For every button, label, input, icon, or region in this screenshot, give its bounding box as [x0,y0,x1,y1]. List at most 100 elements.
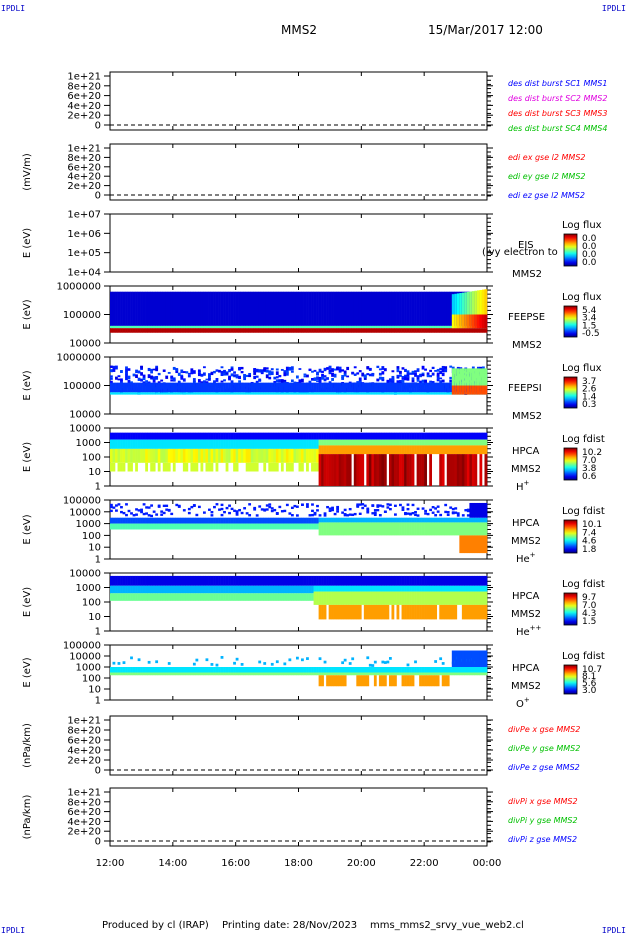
spectrogram-cell [180,667,184,673]
spectrogram-cell [220,439,224,449]
spectrogram-cell [197,382,201,393]
spectrogram-cell [368,454,372,486]
spectrogram-cell [353,291,357,326]
spectrogram-cell [165,523,169,530]
spectrogram-cell [213,370,216,374]
spectrogram-cell [223,672,226,676]
spectrogram-cell [441,445,445,455]
spectrogram-cell [190,439,194,449]
spectrogram-cell [456,432,460,440]
spectrogram-cell [182,439,186,449]
spectrogram-cell [235,593,239,601]
spectrogram-cell [290,585,294,594]
spectrogram-cell [406,454,410,486]
spectrogram-cell [197,432,201,440]
colorbar-value: 10.2 [582,448,602,458]
spectrogram-cell [115,432,118,440]
spectrogram-cell [446,511,450,514]
spectrogram-cell [122,439,126,449]
spectrogram-8 [110,575,488,620]
spectrogram-cell [117,503,121,506]
spectrogram-cell [306,593,309,601]
spectrogram-cell [439,445,443,455]
spectrogram-cell [197,328,201,333]
spectrogram-cell [308,439,312,449]
spectrogram-cell [396,439,400,446]
spectrogram-cell [414,604,417,620]
spectrogram-cell [238,325,241,329]
spectrogram-cell [202,432,206,440]
spectrogram-cell [366,509,370,512]
spectrogram-cell [195,513,199,517]
spectrogram-cell [117,432,121,440]
spectrogram-cell [280,448,284,463]
spectrogram-cell [341,445,345,455]
spectrogram-cell [411,585,415,592]
spectrogram-cell [471,502,475,518]
spectrogram-cell [298,392,302,395]
spectrogram-cell [268,503,272,506]
spectrogram-cell [280,368,284,371]
spectrogram-cell [230,328,234,333]
spectrogram-cell [290,672,294,676]
spectrogram-cell [253,325,257,329]
colorbar-value: 0.0 [582,258,597,268]
spectrogram-cell [280,392,284,395]
spectrogram-cell [419,454,422,486]
spectrogram-cell [481,517,485,523]
spectrogram-cell [150,328,154,333]
spectrogram-cell [426,675,430,687]
spectrogram-cell [406,604,410,620]
spectrogram-cell [306,517,309,524]
colorbar-title: Log fdist [562,434,605,445]
spectrogram-cell [371,664,375,667]
spectrogram-cell [476,366,480,370]
spectrogram-cell [424,667,427,673]
spectrogram-cell [474,575,478,586]
spectrogram-cell [401,508,405,511]
spectrogram-cell [476,535,480,554]
colorbar-value: 7.0 [582,456,597,466]
spectrogram-cell [411,373,415,375]
spectrogram-cell [157,462,161,472]
spectrogram-cell [386,672,390,676]
spectrogram-cell [383,454,387,486]
spectrogram-cell [441,439,445,446]
spectrogram-cell [112,575,116,586]
spectrogram-cell [147,367,151,372]
spectrogram-cell [112,448,116,463]
spectrogram-cell [268,517,272,524]
spectrogram-cell [140,325,143,329]
spectrogram-cell [461,575,465,586]
spectrogram-cell [471,585,475,592]
spectrogram-cell [388,392,392,395]
spectrogram-cell [454,439,458,446]
spectrogram-cell [321,667,324,673]
spectrogram-cell [323,367,327,372]
spectrogram-cell [419,380,422,384]
spectrogram-cell [142,328,146,333]
spectrogram-cell [125,382,128,393]
spectrogram-cell [215,382,219,393]
spectrogram-cell [439,291,443,326]
spectrogram-cell [406,382,410,393]
spectrogram-cell [260,328,264,333]
spectrogram-cell [205,382,209,393]
spectrogram-cell [248,585,252,594]
spectrogram-cell [185,291,189,326]
spectrogram-cell [481,672,485,676]
spectrogram-cell [177,672,181,676]
spectrogram-cell [180,369,184,374]
spectrogram-cell [328,445,332,455]
x-axis: 12:00 14:00 16:00 18:00 20:00 22:00 00:00 [96,858,502,869]
spectrogram-5 [110,365,488,395]
spectrogram-cell [363,604,367,620]
spectrogram-cell [147,523,151,530]
spectrogram-cell [464,650,468,667]
spectrogram-cell [142,575,146,586]
spectrogram-cell [152,448,156,463]
spectrogram-cell [469,650,473,667]
spectrogram-cell [273,593,277,601]
spectrogram-cell [275,439,279,449]
spectrogram-cell [225,291,229,326]
